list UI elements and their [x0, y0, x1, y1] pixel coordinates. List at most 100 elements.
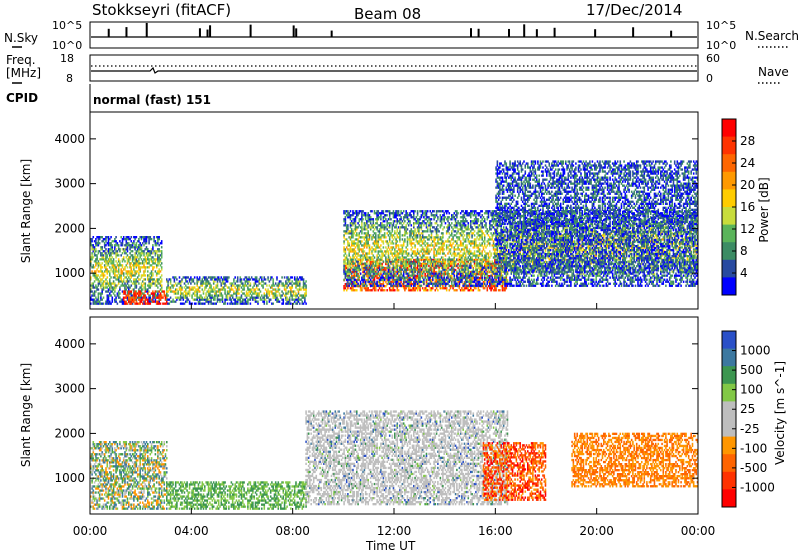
echo-cell: [161, 284, 163, 286]
echo-cell: [137, 270, 139, 272]
echo-cell: [132, 270, 134, 272]
echo-cell: [188, 276, 190, 278]
echo-cell: [131, 276, 133, 278]
echo-cell: [157, 280, 159, 282]
echo-cell: [161, 254, 163, 256]
echo-cell: [136, 301, 138, 303]
echo-cell: [150, 294, 152, 296]
echo-cell: [152, 252, 154, 254]
echo-cell: [124, 290, 126, 292]
echo-cell: [134, 238, 136, 240]
echo-cell: [128, 260, 130, 262]
echo-cell: [153, 278, 155, 280]
noise-spike: [632, 27, 634, 37]
echo-cell: [176, 299, 178, 301]
echo-cell: [147, 256, 149, 258]
echo-cell: [160, 299, 162, 301]
echo-cell: [124, 260, 126, 262]
echo-cell: [110, 268, 112, 270]
echo-cell: [210, 299, 212, 301]
echo-cell: [170, 288, 172, 290]
echo-cell: [176, 284, 178, 286]
echo-cell: [126, 256, 128, 258]
echo-cell: [196, 299, 198, 301]
echo-cell: [127, 248, 129, 250]
echo-cell: [95, 260, 97, 262]
echo-cell: [99, 301, 101, 303]
echo-cell: [119, 286, 121, 288]
echo-cell: [148, 274, 150, 276]
echo-cell: [136, 297, 138, 299]
noise-spike: [554, 28, 556, 37]
echo-cell: [181, 278, 183, 280]
echo-cell: [95, 264, 97, 266]
echo-cell: [228, 286, 230, 288]
echo-cell: [127, 278, 129, 280]
echo-cell: [114, 294, 116, 296]
echo-cell: [105, 284, 107, 286]
echo-cell: [128, 301, 130, 303]
echo-cell: [129, 278, 131, 280]
echo-cell: [152, 260, 154, 262]
echo-cell: [133, 288, 135, 290]
echo-cell: [128, 297, 130, 299]
echo-cell: [101, 236, 103, 238]
echo-cell: [119, 292, 121, 294]
echo-cell: [118, 254, 120, 256]
echo-cell: [131, 266, 133, 268]
noise-spike: [295, 28, 297, 37]
noise-left-label: N.Sky: [4, 31, 38, 45]
echo-cell: [237, 301, 239, 303]
date-label: 17/Dec/2014: [586, 1, 682, 19]
echo-cell: [148, 260, 150, 262]
echo-cell: [115, 266, 117, 268]
echo-cell: [186, 294, 188, 296]
echo-cell: [161, 274, 163, 276]
echo-cell: [136, 286, 138, 288]
echo-cell: [103, 276, 105, 278]
echo-cell: [232, 294, 234, 296]
echo-cell: [145, 301, 147, 303]
echo-cell: [180, 284, 182, 286]
echo-cell: [143, 272, 145, 274]
echo-cell: [155, 290, 157, 292]
echo-cell: [128, 294, 130, 296]
echo-cell: [126, 240, 128, 242]
echo-cell: [233, 280, 235, 282]
echo-cell: [232, 288, 234, 290]
echo-cell: [174, 284, 176, 286]
echo-cell: [141, 292, 143, 294]
echo-cell: [143, 254, 145, 256]
echo-cell: [91, 270, 93, 272]
echo-cell: [124, 250, 126, 252]
echo-cell: [160, 270, 162, 272]
noise-spike: [478, 29, 480, 37]
echo-cell: [181, 280, 183, 282]
echo-cell: [136, 252, 138, 254]
echo-cell: [143, 264, 145, 266]
echo-cell: [133, 301, 135, 303]
echo-cell: [142, 288, 144, 290]
echo-cell: [234, 286, 236, 288]
echo-cell: [137, 254, 139, 256]
echo-cell: [148, 240, 150, 242]
echo-cell: [98, 284, 100, 286]
echo-cell: [223, 286, 225, 288]
echo-cell: [98, 294, 100, 296]
echo-cell: [155, 299, 157, 301]
echo-cell: [146, 242, 148, 244]
echo-cell: [129, 248, 131, 250]
echo-cell: [139, 268, 141, 270]
echo-cell: [134, 254, 136, 256]
echo-cell: [119, 248, 121, 250]
echo-cell: [94, 299, 96, 301]
echo-cell: [155, 240, 157, 242]
echo-cell: [142, 260, 144, 262]
echo-cell: [186, 280, 188, 282]
echo-cell: [148, 266, 150, 268]
echo-cell: [202, 288, 204, 290]
echo-cell: [115, 301, 117, 303]
echo-cell: [219, 290, 221, 292]
echo-cell: [189, 280, 191, 282]
echo-cell: [214, 280, 216, 282]
